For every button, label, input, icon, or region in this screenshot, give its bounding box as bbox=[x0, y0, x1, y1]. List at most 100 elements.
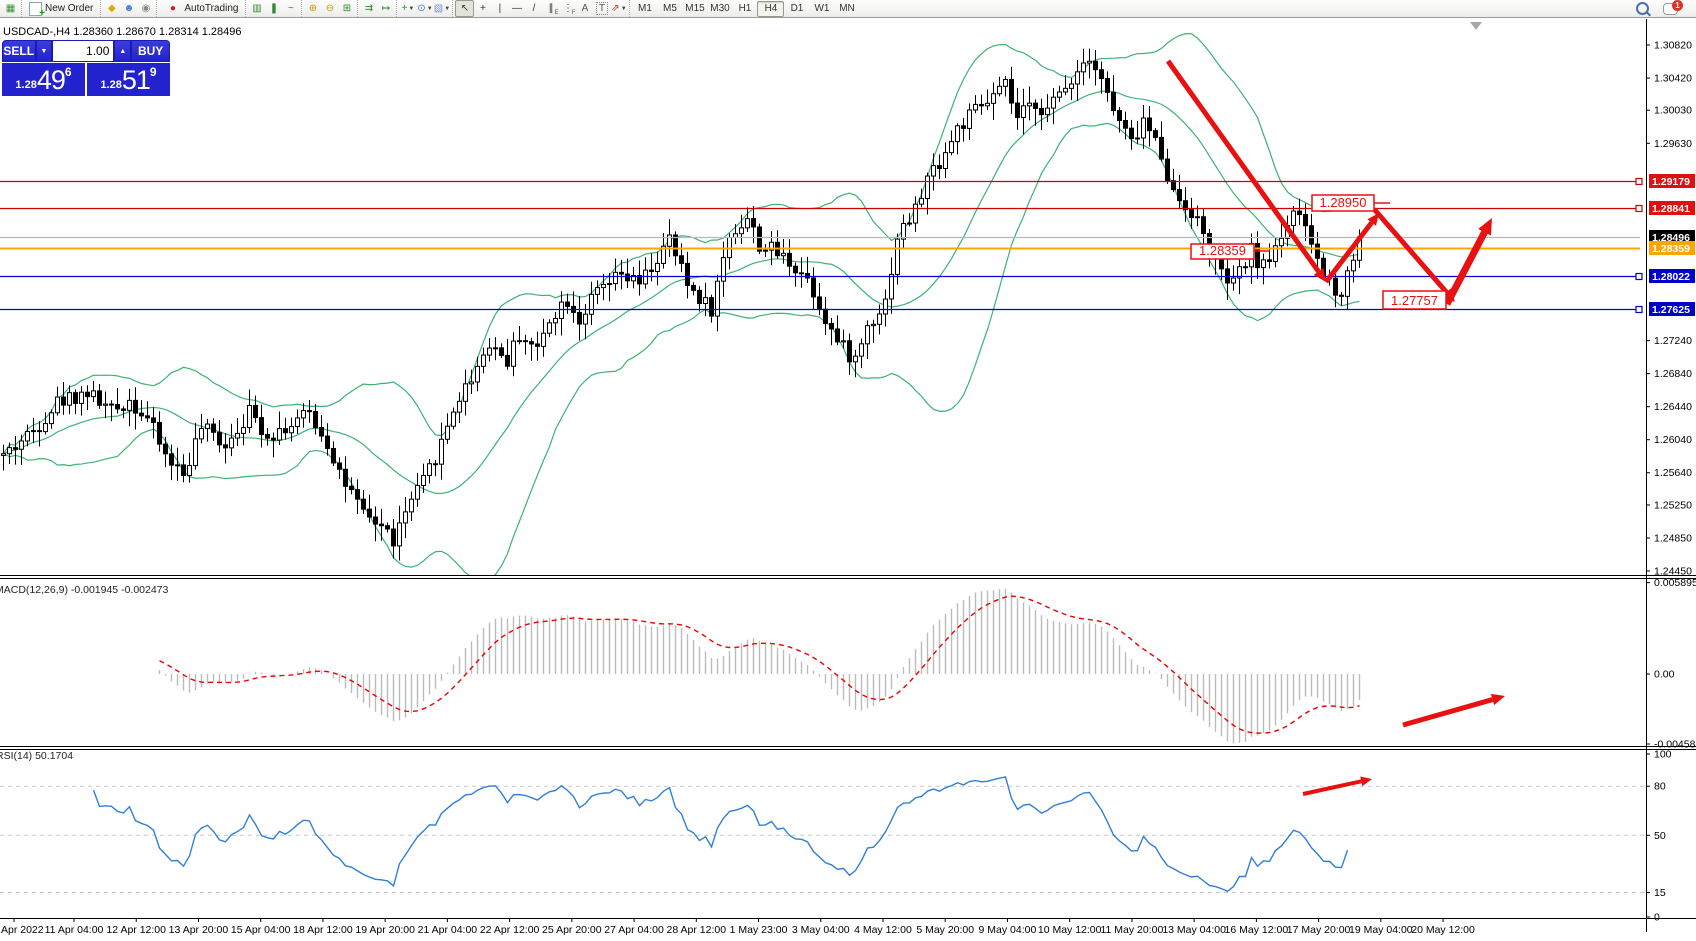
candle bbox=[1345, 270, 1350, 297]
candle bbox=[589, 293, 594, 315]
sell-button[interactable]: SELL bbox=[2, 40, 36, 62]
price-badge-label: 1.27625 bbox=[1652, 304, 1690, 316]
autotrading-label: AutoTrading bbox=[184, 3, 239, 14]
sell-price-display[interactable]: 1.28 49 6 bbox=[2, 63, 85, 96]
timeframe-button-m30[interactable]: M30 bbox=[710, 2, 730, 14]
candle bbox=[967, 109, 972, 129]
text-icon[interactable]: A bbox=[581, 3, 589, 14]
new-chart-icon[interactable]: ▦ bbox=[5, 3, 16, 14]
candlestick-chart-icon[interactable]: ❚ bbox=[269, 3, 279, 14]
chart-window: 1.30820 1.30420 1.30030 1.29630 1.27240 1.268… bbox=[0, 18, 1696, 941]
channel-icon[interactable]: ∥ E bbox=[548, 3, 559, 16]
candle bbox=[61, 396, 66, 406]
candle bbox=[1075, 71, 1080, 85]
profiles-icon[interactable]: ☻ bbox=[123, 3, 135, 14]
candle bbox=[247, 404, 252, 429]
indicators-icon[interactable]: + ▼ bbox=[401, 3, 415, 14]
price-annotation-box[interactable] bbox=[1311, 194, 1375, 212]
candle bbox=[145, 415, 150, 419]
candle bbox=[409, 498, 414, 513]
zoom-out-icon[interactable]: ⊖ bbox=[325, 3, 335, 14]
macd-pane bbox=[158, 588, 1361, 744]
candle bbox=[373, 516, 378, 525]
toolbar-group: ● AutoTrading bbox=[156, 0, 245, 17]
line-handle-1.29179[interactable] bbox=[1635, 177, 1643, 186]
price-annotation-text: 1.28359 bbox=[1199, 243, 1246, 258]
timeframe-button-m5[interactable]: M5 bbox=[663, 2, 677, 14]
line-handle-1.28841[interactable] bbox=[1635, 204, 1643, 213]
fibonacci-icon[interactable]: ⋮ F bbox=[562, 3, 576, 16]
uptrend-arrow-2[interactable] bbox=[1443, 230, 1488, 306]
volume-input[interactable] bbox=[52, 40, 115, 62]
downtrend-arrow-2[interactable] bbox=[1372, 207, 1449, 294]
volume-increase-button[interactable]: ▲ bbox=[114, 40, 132, 62]
search-icon[interactable] bbox=[1636, 2, 1649, 15]
buy-price-frac: 1.28 bbox=[100, 79, 122, 91]
vertical-line-icon[interactable]: | bbox=[498, 3, 502, 14]
timeframe-button-mn[interactable]: MN bbox=[839, 2, 855, 14]
candle bbox=[547, 322, 552, 334]
text-label-icon[interactable]: T bbox=[593, 1, 610, 16]
toolbar-group: ⊕ ⊖ ⊞ bbox=[301, 0, 357, 17]
cursor-icon[interactable]: ↖ bbox=[455, 0, 475, 17]
candle bbox=[805, 272, 810, 279]
candle bbox=[697, 289, 702, 305]
candle bbox=[259, 417, 264, 436]
candle bbox=[541, 332, 546, 347]
scroll-end-marker[interactable] bbox=[1470, 22, 1482, 30]
uptrend-arrow-1[interactable] bbox=[1324, 220, 1374, 284]
buy-price-display[interactable]: 1.28 51 9 bbox=[87, 63, 170, 96]
zoom-in-icon[interactable]: ⊕ bbox=[308, 3, 318, 14]
new-order-button[interactable]: New Order bbox=[24, 1, 98, 19]
horizontal-line-icon[interactable]: — bbox=[511, 3, 522, 14]
candle bbox=[769, 241, 774, 251]
market-watch-icon[interactable]: ◆ bbox=[108, 3, 116, 14]
toolbar-group: ↖ + | — / ∥ E ⋮ F A T ⇗ ▼ bbox=[452, 0, 629, 17]
bar-chart-icon[interactable]: ▥ bbox=[252, 3, 262, 14]
timeframe-button-w1[interactable]: W1 bbox=[814, 2, 830, 14]
rsi-forecast-arrow[interactable] bbox=[1302, 779, 1362, 796]
timeframe-button-h1[interactable]: H1 bbox=[738, 2, 752, 14]
candle bbox=[679, 255, 684, 264]
candle bbox=[1039, 107, 1044, 116]
candle bbox=[451, 411, 456, 427]
line-chart-icon[interactable]: ~ bbox=[288, 3, 294, 14]
candle bbox=[361, 498, 366, 510]
candle bbox=[637, 274, 642, 285]
candle bbox=[901, 222, 906, 240]
buy-button[interactable]: BUY bbox=[131, 40, 170, 62]
macd-forecast-arrow[interactable] bbox=[1402, 697, 1494, 728]
line-handle-1.28022[interactable] bbox=[1635, 272, 1643, 281]
signals-icon[interactable]: ◉ bbox=[141, 3, 151, 14]
periods-icon[interactable]: ⊙ ▼ bbox=[417, 3, 433, 14]
candle bbox=[931, 165, 936, 177]
templates-icon[interactable]: ▧ ▼ bbox=[433, 3, 451, 14]
autotrading-button[interactable]: ● AutoTrading bbox=[159, 1, 243, 16]
chart-shift-icon[interactable]: ↦ bbox=[381, 3, 391, 14]
candle bbox=[265, 434, 270, 439]
auto-scroll-icon[interactable]: ⇉ bbox=[364, 3, 374, 14]
x-tick-label: 3 May 04:00 bbox=[792, 924, 850, 936]
timeframe-button-m15[interactable]: M15 bbox=[685, 2, 705, 14]
timeframe-button-d1[interactable]: D1 bbox=[790, 2, 804, 14]
price-badge-1.29179 bbox=[1649, 174, 1695, 188]
tile-windows-icon[interactable]: ⊞ bbox=[342, 3, 352, 14]
arrows-icon[interactable]: ⇗ ▼ bbox=[611, 3, 627, 14]
line-handle-1.27625[interactable] bbox=[1635, 305, 1643, 314]
price-badge-label: 1.29179 bbox=[1652, 176, 1690, 188]
candle bbox=[181, 464, 186, 477]
candle bbox=[127, 399, 132, 411]
crosshair-icon[interactable]: + bbox=[480, 3, 486, 14]
trendline-icon[interactable]: / bbox=[532, 3, 536, 14]
price-annotation-box[interactable] bbox=[1382, 290, 1447, 310]
timeframe-button-h4[interactable]: H4 bbox=[757, 0, 785, 17]
timeframe-button-m1[interactable]: M1 bbox=[638, 2, 652, 14]
y-tick-label: 1.26040 bbox=[1654, 434, 1692, 446]
candle bbox=[1219, 258, 1224, 270]
price-chart-canvas[interactable]: 1.30820 1.30420 1.30030 1.29630 1.27240 1.268… bbox=[0, 18, 1696, 941]
volume-decrease-button[interactable]: ▼ bbox=[35, 40, 53, 62]
price-annotation-box[interactable] bbox=[1190, 243, 1255, 260]
notifications-icon[interactable]: 1 bbox=[1663, 0, 1683, 15]
toolbar-group: + ▼ ⊙ ▼ ▧ ▼ bbox=[396, 0, 452, 17]
downtrend-arrow-1[interactable] bbox=[1165, 59, 1321, 273]
